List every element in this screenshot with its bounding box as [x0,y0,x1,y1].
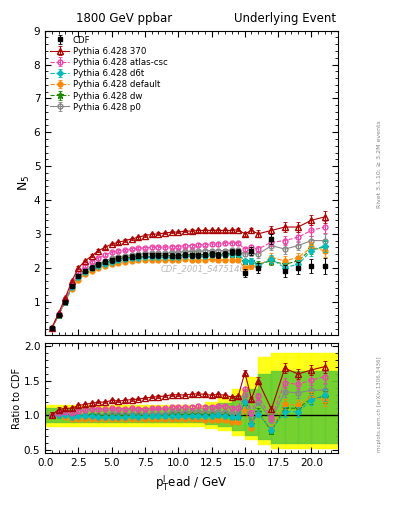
Text: Rivet 3.1.10; ≥ 3.2M events: Rivet 3.1.10; ≥ 3.2M events [377,120,382,208]
Y-axis label: Ratio to CDF: Ratio to CDF [12,368,22,429]
Text: CDF_2001_S4751469: CDF_2001_S4751469 [161,264,252,273]
Legend: CDF, Pythia 6.428 370, Pythia 6.428 atlas-csc, Pythia 6.428 d6t, Pythia 6.428 de: CDF, Pythia 6.428 370, Pythia 6.428 atla… [48,33,170,114]
X-axis label: p$_\mathsf{T}^\mathsf{l}$ead / GeV: p$_\mathsf{T}^\mathsf{l}$ead / GeV [155,474,228,493]
Text: Underlying Event: Underlying Event [234,12,336,25]
Text: 1800 GeV ppbar: 1800 GeV ppbar [76,12,173,25]
Text: mcplots.cern.ch [arXiv:1306.3436]: mcplots.cern.ch [arXiv:1306.3436] [377,357,382,452]
Y-axis label: N$_\mathsf{5}$: N$_\mathsf{5}$ [17,175,32,191]
